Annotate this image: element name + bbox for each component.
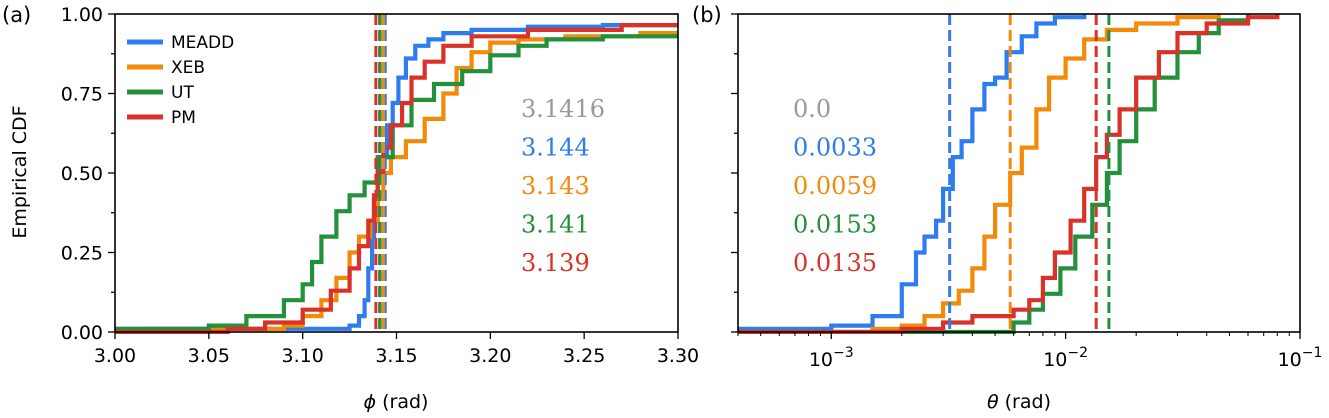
x-tick-label: 3.10: [282, 345, 324, 367]
phi-symbol: ϕ: [364, 391, 377, 413]
panel-b-series: [738, 14, 1280, 334]
mean-value-label: 3.143: [521, 172, 590, 200]
x-tick-label: 3.20: [469, 345, 511, 367]
x-tick-label: 3.00: [94, 345, 136, 367]
x-tick-label: 3.30: [657, 345, 699, 367]
mean-value-label: 3.141: [521, 211, 590, 239]
y-tick-label: 0.25: [61, 243, 103, 265]
legend-label-meadd: MEADD: [171, 33, 234, 53]
panel-b-label: (b): [692, 3, 722, 27]
panel-b-x-axis-label: θ (rad): [987, 391, 1051, 413]
cdf-line-xeb: [738, 14, 1221, 334]
panel-b: (b) 10−3 10−2 10−1 θ (rad) 0.0 0.0033 0.0059…: [692, 3, 1322, 413]
panel-b-y-ticks: [731, 13, 738, 333]
panel-a-x-axis-label: ϕ (rad): [364, 391, 429, 413]
cdf-line-pm: [738, 14, 1280, 334]
x-tick-label: 3.05: [188, 345, 230, 367]
mean-value-label: 3.144: [521, 134, 590, 162]
y-tick-label: 0.50: [61, 163, 103, 185]
mean-value-label: 3.139: [521, 249, 590, 277]
legend-label-pm: PM: [171, 108, 196, 128]
y-tick-label: 0.00: [61, 322, 103, 344]
panel-a-mean-labels: 3.1416 3.144 3.143 3.141 3.139: [521, 95, 605, 277]
mean-value-label: 0.0153: [793, 211, 877, 239]
cdf-line-pm: [115, 23, 678, 334]
legend-label-ut: UT: [171, 83, 194, 103]
cdf-line-ut: [115, 34, 678, 331]
mean-value-label: 3.1416: [521, 95, 605, 123]
y-tick-label: 0.75: [61, 84, 103, 106]
y-tick-label: 1.00: [61, 4, 103, 26]
phi-unit: (rad): [376, 391, 428, 413]
x-tick-label: 10−3: [809, 345, 854, 371]
cdf-line-xeb: [115, 31, 678, 334]
panel-b-mean-labels: 0.0 0.0033 0.0059 0.0153 0.0135: [793, 95, 877, 277]
theta-symbol: θ: [987, 391, 999, 413]
panel-a-plot-area: [115, 14, 678, 334]
mean-value-label: 0.0: [793, 95, 831, 123]
cdf-line-meadd: [738, 14, 1087, 331]
theta-unit: (rad): [999, 391, 1051, 413]
cdf-line-meadd: [115, 23, 678, 331]
x-tick-label: 3.15: [375, 345, 417, 367]
x-tick-label: 10−1: [1278, 345, 1323, 371]
x-tick-label: 3.25: [563, 345, 605, 367]
panel-a-label: (a): [2, 3, 31, 27]
mean-value-label: 0.0033: [793, 134, 877, 162]
mean-value-label: 0.0135: [793, 249, 877, 277]
panel-a-x-ticks: 3.00 3.05 3.10 3.15 3.20 3.25 3.30: [94, 332, 699, 367]
panel-b-x-ticks: 10−3 10−2 10−1: [737, 332, 1323, 371]
legend: MEADD XEB UT PM: [127, 33, 234, 128]
x-tick-label: 10−2: [1043, 345, 1088, 371]
cdf-line-ut: [738, 14, 1251, 334]
panel-b-plot-area: [738, 14, 1280, 334]
panel-a-y-ticks: 0.00 0.25 0.50 0.75 1.00: [61, 4, 115, 344]
y-axis-label: Empirical CDF: [9, 105, 31, 238]
panel-a: (a) Empirical CDF 3.00 3.05 3.10 3.15 3.20 3.…: [2, 3, 699, 413]
mean-value-label: 0.0059: [793, 172, 877, 200]
legend-label-xeb: XEB: [171, 58, 205, 78]
panel-a-series: [115, 14, 678, 334]
